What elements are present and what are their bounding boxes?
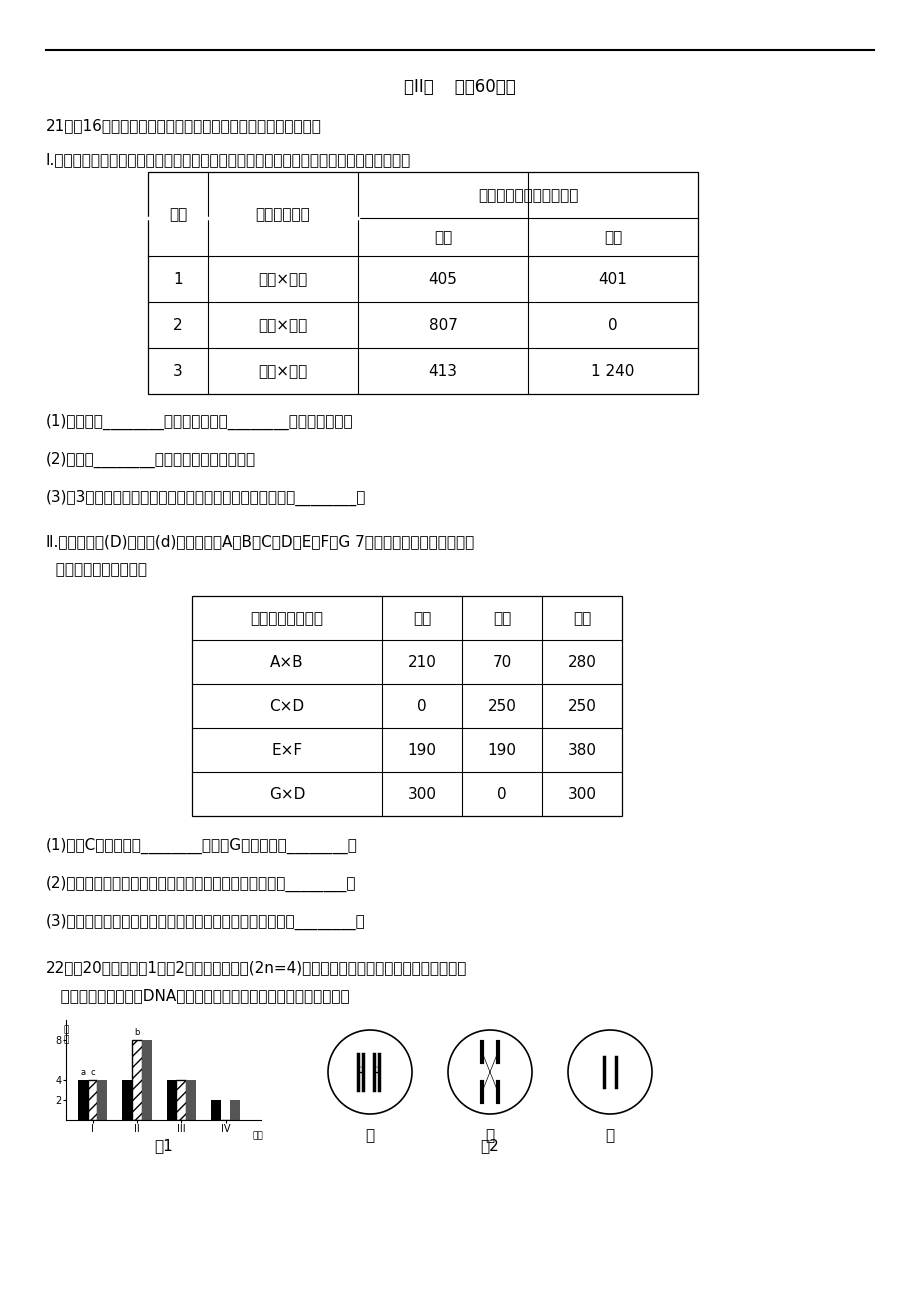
Text: (2)上述实验结枞所获得的高茎纯合子植株占高茎植株数的________。: (2)上述实验结枞所获得的高茎纯合子植株占高茎植株数的________。 [46, 876, 357, 892]
Text: 数
量: 数 量 [63, 1025, 69, 1044]
Text: c: c [90, 1068, 95, 1077]
Text: 807: 807 [428, 318, 457, 333]
Text: 22、（20分）下列图1和图2分别表示某动物(2n=4)体内细胞正常分裂过程中不同时期细胞内: 22、（20分）下列图1和图2分别表示某动物(2n=4)体内细胞正常分裂过程中不… [46, 960, 467, 975]
Text: 300: 300 [567, 786, 596, 802]
Text: A×B: A×B [270, 655, 303, 671]
Text: 0: 0 [607, 318, 618, 333]
Text: 甲: 甲 [365, 1128, 374, 1143]
Text: E×F: E×F [271, 743, 302, 758]
Text: 亲本表现性状: 亲本表现性状 [255, 207, 310, 223]
Text: 矮茎: 矮茎 [493, 611, 511, 626]
Text: 染色体、染色单体和DNA含量的关系及细胞分裂图像，请分析回答：: 染色体、染色单体和DNA含量的关系及细胞分裂图像，请分析回答： [46, 988, 349, 1003]
Text: (3)第3个组合中，子代的所有个体中，纯合子所占的比例是________。: (3)第3个组合中，子代的所有个体中，纯合子所占的比例是________。 [46, 490, 366, 506]
Bar [230, 1100, 240, 1120]
Bar [186, 1079, 196, 1120]
Bar [210, 1100, 221, 1120]
Bar [122, 1079, 132, 1120]
Text: 子代表现性状和植株数目: 子代表现性状和植株数目 [477, 187, 577, 203]
Text: 190: 190 [407, 743, 436, 758]
Text: 高茎: 高茎 [413, 611, 431, 626]
Text: 250: 250 [567, 699, 596, 713]
Text: 190: 190 [487, 743, 516, 758]
Text: 1: 1 [173, 272, 183, 286]
Text: a: a [80, 1068, 85, 1077]
Text: 第II卷    （全60分）: 第II卷 （全60分） [403, 78, 516, 96]
Text: Ⅰ.豆豆的花色由一对遗传因子控制，下表是豆豆的花色三个组合的遗传实验结果。请回答：: Ⅰ.豆豆的花色由一对遗传因子控制，下表是豆豆的花色三个组合的遗传实验结果。请回答… [46, 152, 411, 167]
Bar [192, 596, 621, 816]
Text: 0: 0 [496, 786, 506, 802]
Text: 如下表。请分析说明：: 如下表。请分析说明： [46, 562, 147, 577]
Bar [142, 1040, 152, 1120]
Text: 405: 405 [428, 272, 457, 286]
Text: 280: 280 [567, 655, 596, 671]
Bar [97, 1079, 108, 1120]
Text: 紫花×紫花: 紫花×紫花 [258, 365, 307, 379]
Text: 2: 2 [173, 318, 183, 333]
Bar [166, 1079, 176, 1120]
Text: (1)豆豆C的基因型是________，豆豆G的基因型是________。: (1)豆豆C的基因型是________，豆豆G的基因型是________。 [46, 838, 357, 854]
Text: 杂交后代实验组合: 杂交后代实验组合 [250, 611, 323, 626]
Text: 300: 300 [407, 786, 436, 802]
Bar [87, 1079, 97, 1120]
Text: G×D: G×D [268, 786, 305, 802]
Text: 紫花×白花: 紫花×白花 [258, 272, 307, 286]
Text: 丙: 丙 [605, 1128, 614, 1143]
Bar [78, 1079, 87, 1120]
Text: 紫花: 紫花 [603, 230, 621, 245]
Text: (2)表中第________个组合实验为测交实验。: (2)表中第________个组合实验为测交实验。 [46, 452, 255, 469]
Text: 1 240: 1 240 [591, 365, 634, 379]
Bar [176, 1079, 186, 1120]
Text: 70: 70 [492, 655, 511, 671]
Bar [148, 172, 698, 395]
Text: (3)所得总株数中，性状能稳定遗传和不能稳定遗传的比例为________。: (3)所得总株数中，性状能稳定遗传和不能稳定遗传的比例为________。 [46, 914, 366, 930]
Bar [132, 1040, 142, 1120]
Text: 21、（16分）豆豆是良好的遗传实验材料，回答下列相关问题：: 21、（16分）豆豆是良好的遗传实验材料，回答下列相关问题： [46, 118, 322, 133]
Text: 乙: 乙 [485, 1128, 494, 1143]
Text: b: b [134, 1029, 140, 1036]
Text: 组合: 组合 [169, 207, 187, 223]
Text: 250: 250 [487, 699, 516, 713]
Text: 白花×白花: 白花×白花 [258, 318, 307, 333]
Text: 380: 380 [567, 743, 596, 758]
Text: 图2: 图2 [480, 1138, 499, 1154]
Text: 白花: 白花 [434, 230, 451, 245]
Text: 图1: 图1 [154, 1138, 173, 1154]
Text: 401: 401 [598, 272, 627, 286]
Text: 总数: 总数 [573, 611, 591, 626]
Text: Ⅱ.豆豆的高茎(D)对矮茎(d)为显性，将A、B、C、D、E、F、G 7种豆豆进行杂交，实验结果: Ⅱ.豆豆的高茎(D)对矮茎(d)为显性，将A、B、C、D、E、F、G 7种豆豆进… [46, 534, 473, 549]
Text: 0: 0 [416, 699, 426, 713]
Text: (1)由表中第________个组合实验可知________花为显性性状。: (1)由表中第________个组合实验可知________花为显性性状。 [46, 414, 353, 430]
Text: C×D: C×D [269, 699, 304, 713]
Text: 210: 210 [407, 655, 436, 671]
Text: 413: 413 [428, 365, 457, 379]
Text: 时期: 时期 [252, 1131, 263, 1141]
Text: 3: 3 [173, 365, 183, 379]
